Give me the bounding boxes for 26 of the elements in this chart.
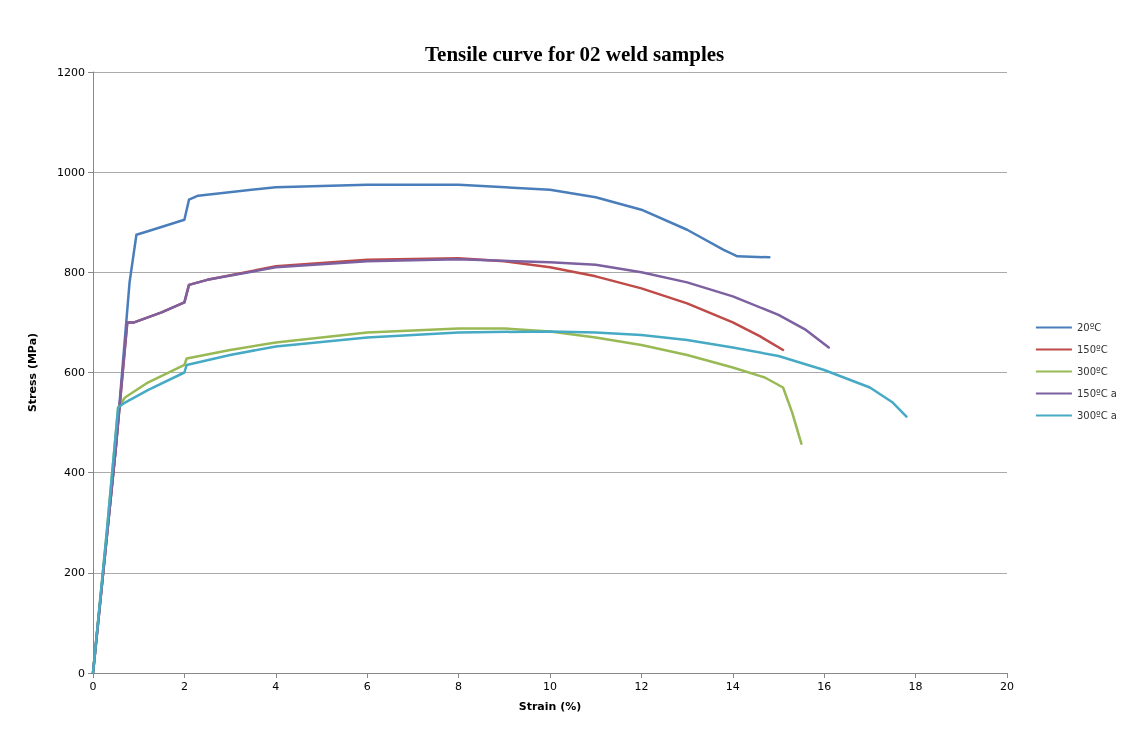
y-tick-label: 0 — [78, 666, 85, 680]
legend-label: 150ºC a — [1076, 388, 1118, 399]
x-tick-label: 20 — [1000, 680, 1014, 693]
legend-label: 300ºC a — [1076, 410, 1118, 421]
y-axis-title: Stress (MPa) — [26, 332, 39, 413]
x-tick-label: 0 — [89, 680, 97, 693]
chart-title: Tensile curve for 02 weld samples — [425, 41, 725, 66]
legend-label: 300ºC — [1076, 366, 1108, 377]
legend-label: 20ºC — [1076, 322, 1102, 333]
x-tick-label: 18 — [908, 680, 923, 693]
x-tick-label: 14 — [725, 680, 740, 693]
y-tick-label: 600 — [64, 366, 85, 379]
y-tick-label: 800 — [64, 265, 85, 279]
x-tick-label: 10 — [543, 680, 557, 693]
y-tick-label: 400 — [64, 466, 85, 480]
x-tick-label: 4 — [272, 680, 280, 693]
x-axis-title: Strain (%) — [518, 700, 582, 713]
y-tick-label: 200 — [64, 566, 85, 580]
x-tick-label: 8 — [455, 680, 463, 693]
x-tick-label: 16 — [817, 680, 832, 693]
x-tick-label: 6 — [363, 680, 371, 693]
x-tick-label: 2 — [180, 680, 188, 693]
legend-label: 150ºC — [1076, 344, 1108, 355]
y-tick-label: 1000 — [57, 165, 85, 179]
y-tick-label: 1200 — [57, 65, 85, 79]
x-tick-label: 12 — [634, 680, 649, 693]
